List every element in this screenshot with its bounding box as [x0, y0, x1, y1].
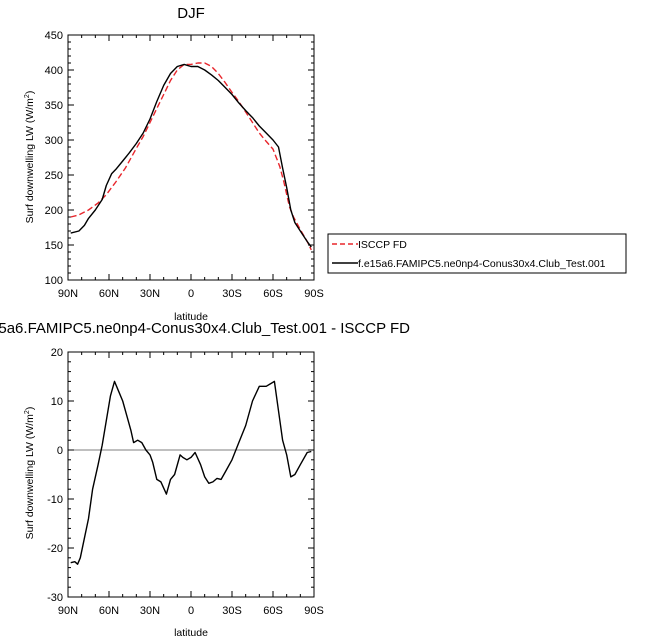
top-series-line-0 — [70, 62, 312, 251]
bot-frame-border — [67, 351, 315, 598]
top-chart-title: DJF — [177, 5, 205, 22]
bottom-x-ticks: 90N 60N 30N 0 30S 60S 90S — [58, 352, 324, 617]
bottom-chart-title: 15a6.FAMIPC5.ne0np4-Conus30x4.Club_Test.… — [0, 320, 410, 337]
x-tick-label: 0 — [188, 288, 194, 300]
top-y-axis-label: Surf downwelling LW (W/m2) — [24, 91, 36, 224]
y-tick-label: 0 — [57, 445, 63, 457]
y-tick-label: 20 — [51, 347, 63, 359]
y-tick-label: -10 — [47, 494, 63, 506]
x-tick-label: 30N — [140, 605, 160, 617]
bottom-y-ticks: -30 -20 -10 0 10 20 — [47, 347, 314, 604]
top-plot-area — [67, 34, 315, 281]
bottom-y-axis-label: Surf downwelling LW (W/m2) — [24, 407, 36, 540]
x-tick-label: 0 — [188, 605, 194, 617]
y-tick-label: 450 — [45, 30, 63, 42]
legend-box — [327, 233, 627, 274]
y-tick-label: 200 — [45, 205, 63, 217]
bottom-x-axis-label: latitude — [174, 627, 208, 639]
y-tick-label: 150 — [45, 240, 63, 252]
bottom-series-group — [68, 380, 314, 565]
x-tick-label: 60N — [99, 288, 119, 300]
x-tick-label: 90S — [304, 605, 324, 617]
x-tick-label: 30S — [222, 288, 242, 300]
y-tick-label: -30 — [47, 592, 63, 604]
x-tick-label: 60N — [99, 605, 119, 617]
legend-label-model: f.e15a6.FAMIPC5.ne0np4-Conus30x4.Club_Te… — [358, 258, 606, 270]
bottom-y-axis-label-end: ) — [24, 407, 36, 411]
y-tick-label: -20 — [47, 543, 63, 555]
bot-series-line-0 — [70, 380, 312, 565]
y-tick-label: 350 — [45, 100, 63, 112]
x-tick-label: 90N — [58, 288, 78, 300]
top-y-ticks: 100 150 200 250 300 350 400 450 — [45, 30, 314, 287]
top-y-axis-label-sup: 2 — [24, 94, 31, 98]
top-series-line-1 — [70, 63, 312, 248]
bottom-y-axis-label-sup: 2 — [24, 410, 31, 414]
x-tick-label: 60S — [263, 288, 283, 300]
x-tick-label: 90S — [304, 288, 324, 300]
bottom-y-axis-label-main: Surf downwelling LW (W/m — [24, 414, 36, 540]
top-series-group — [70, 62, 312, 251]
bottom-plot-area — [67, 351, 315, 598]
y-tick-label: 300 — [45, 135, 63, 147]
top-y-axis-label-end: ) — [24, 91, 36, 95]
top-frame-border — [67, 34, 315, 281]
legend-label-obs: ISCCP FD — [358, 239, 407, 251]
y-tick-label: 100 — [45, 275, 63, 287]
x-tick-label: 90N — [58, 605, 78, 617]
x-tick-label: 30S — [222, 605, 242, 617]
x-tick-label: 30N — [140, 288, 160, 300]
top-y-axis-label-main: Surf downwelling LW (W/m — [24, 98, 36, 224]
top-x-ticks: 90N 60N 30N 0 30S 60S 90S — [58, 35, 324, 300]
y-tick-label: 250 — [45, 170, 63, 182]
x-tick-label: 60S — [263, 605, 283, 617]
top-x-axis-label: latitude — [174, 311, 208, 323]
y-tick-label: 400 — [45, 65, 63, 77]
y-tick-label: 10 — [51, 396, 63, 408]
legend: ISCCP FD f.e15a6.FAMIPC5.ne0np4-Conus30x… — [327, 233, 627, 274]
